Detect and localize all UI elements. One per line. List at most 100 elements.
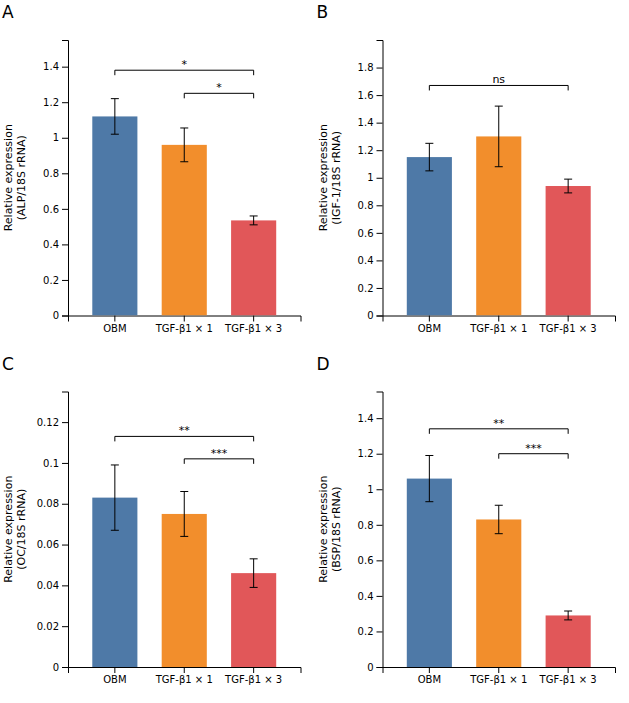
y-axis-title: Relative expression(ALP/18S rRNA) [2,124,28,231]
significance-label: *** [525,442,542,455]
error-bar-cap [564,611,572,612]
x-tick-label: OBM [103,323,126,334]
y-tick-label: 1.4 [358,117,374,128]
significance-label: ** [179,424,191,437]
x-axis: OBM TGF-β1 × 1 TGF-β1 × 3 [383,316,616,334]
y-tick: 0 [53,310,68,321]
y-axis-line [62,392,69,668]
error-bar-cap [250,587,258,588]
error-bar-cap [425,170,433,171]
error-bar-cap [425,143,433,144]
error-bar-stem [184,128,185,162]
y-tick-label: 0 [367,662,373,673]
y-tick: 0.2 [358,283,383,294]
error-bar-cap [495,166,503,167]
plot-marks [92,99,276,316]
significance-label: * [182,58,188,71]
y-tick: 0 [367,662,382,673]
y-tick: 0.8 [43,168,68,179]
x-tick-mark [498,667,499,673]
error-bar-stem [114,99,115,135]
x-tick-mark [253,316,254,322]
x-tick-mark [253,667,254,673]
error-bar-stem [253,216,254,225]
x-tick-label: OBM [103,674,126,685]
y-tick: 0.06 [37,539,68,550]
x-tick: TGF-β1 × 3 [539,667,597,685]
x-axis: OBM TGF-β1 × 1 TGF-β1 × 3 [69,667,302,685]
chart-container: 0 0.2 0.4 0.6 0.8 1 1.2 1.4 OBM TGF-β1 × 1 TGF-β1 … [0,0,629,703]
error-bar [495,106,503,167]
x-tick-label: TGF-β1 × 3 [539,323,597,334]
y-tick: 1 [367,172,382,183]
x-tick-label: TGF-β1 × 1 [155,323,213,334]
x-tick: TGF-β1 × 3 [539,316,597,334]
y-tick-label: 0.6 [358,228,374,239]
x-tick: OBM [418,316,441,334]
x-tick-label: TGF-β1 × 3 [539,674,597,685]
x-tick-label: TGF-β1 × 1 [155,674,213,685]
y-tick: 0.4 [358,255,383,266]
y-tick-label: 0.4 [358,255,374,266]
y-tick: 0.4 [43,239,68,250]
x-tick: TGF-β1 × 3 [224,667,282,685]
error-bar-cap [180,491,188,492]
y-tick-mark [62,244,68,245]
y-tick-mark [377,489,383,490]
error-bar-cap [180,536,188,537]
figure: 0 0.2 0.4 0.6 0.8 1 1.2 1.4 OBM TGF-β1 × 1 TGF-β1 … [0,0,629,703]
x-tick-label: TGF-β1 × 1 [469,323,527,334]
y-tick-mark [377,233,383,234]
bar [407,157,452,315]
y-tick: 0.08 [37,498,68,509]
annotations: ***** [429,417,568,459]
error-bar-cap [111,98,119,99]
bar [92,116,137,315]
y-tick: 0.6 [43,204,68,215]
y-tick-mark [62,422,68,423]
y-tick: 1.8 [358,62,383,73]
error-bar-stem [429,455,430,501]
y-axis-title-line: Relative expression [317,476,330,583]
y-tick-mark [62,138,68,139]
y-tick-mark [377,205,383,206]
y-tick-mark [62,463,68,464]
error-bar-cap [564,179,572,180]
y-tick-label: 0.8 [43,168,59,179]
significance-label: ** [493,417,505,430]
x-tick-mark [184,316,185,322]
x-tick: TGF-β1 × 1 [155,316,213,334]
x-axis: OBMTGF-β1 × 1TGF-β1 × 3 [69,316,302,334]
y-tick-label: 0 [367,310,373,321]
x-tick: TGF-β1 × 1 [469,316,527,334]
y-tick: 0.2 [43,275,68,286]
y-tick-mark [377,418,383,419]
y-tick-mark [62,173,68,174]
y-tick-label: 0.02 [37,621,59,632]
x-axis-line [383,668,616,674]
y-axis: 00.20.40.60.811.21.41.61.8 [358,41,383,322]
y-tick-label: 0.2 [43,275,59,286]
x-tick-mark [568,316,569,322]
panel: 00.20.40.60.811.21.41.61.8OBMTGF-β1 × 1T… [317,2,616,334]
panel-title: C [2,354,14,374]
x-axis-line [69,668,302,674]
y-tick: 0.8 [358,520,383,531]
error-bar [250,216,258,225]
x-tick: OBM [103,316,126,334]
bar [476,519,521,667]
x-tick-mark [114,316,115,322]
y-tick-mark [377,260,383,261]
x-axis-line [383,316,616,322]
error-bar-stem [114,465,115,530]
y-tick-mark [377,288,383,289]
y-tick-label: 1.4 [43,61,59,72]
error-bar [180,128,188,162]
panel-title: B [317,2,329,22]
y-tick-mark [62,545,68,546]
y-tick: 1.4 [43,61,68,72]
y-tick-label: 1.2 [358,448,374,459]
y-tick-label: 1.2 [358,145,374,156]
error-bar-stem [184,491,185,536]
error-bar-stem [498,505,499,533]
